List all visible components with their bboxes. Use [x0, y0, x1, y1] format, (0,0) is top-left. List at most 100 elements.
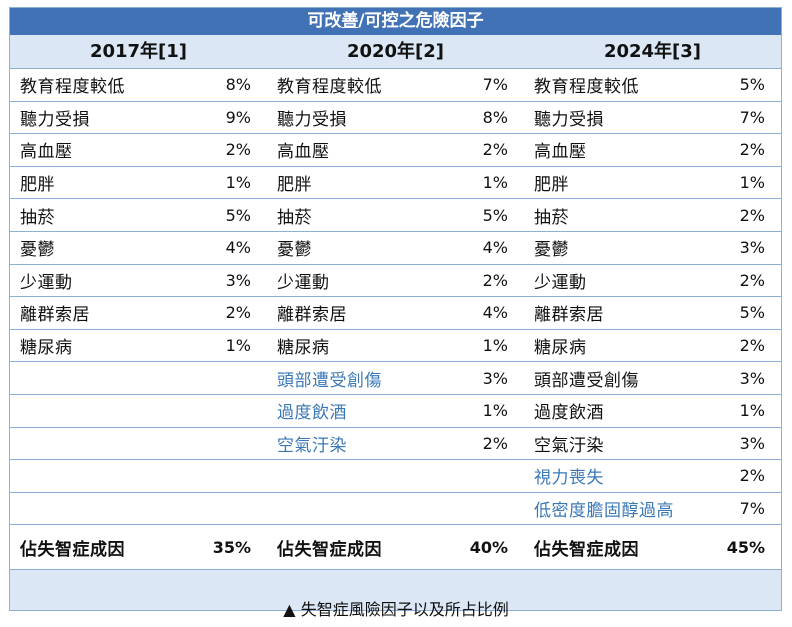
table-cell — [267, 460, 524, 492]
column-header-2017: 2017年[1] — [89, 41, 188, 62]
table-cell: 教育程度較低 7% — [267, 69, 524, 101]
factor-name: 高血壓 — [534, 142, 587, 163]
factor-percent: 1% — [225, 336, 251, 356]
table-cell: 憂鬱 4% — [267, 232, 524, 264]
table-cell: 憂鬱 4% — [10, 232, 267, 264]
title-text-c: /可控之危險因子 — [358, 11, 484, 31]
factor-percent: 5% — [739, 303, 765, 323]
factor-percent: 1% — [739, 173, 765, 193]
factor-name: 過度飲酒 — [277, 403, 347, 424]
factor-name: 糖尿病 — [277, 338, 330, 359]
factor-percent: 1% — [225, 173, 251, 193]
factor-name: 憂鬱 — [277, 240, 312, 261]
table-cell: 憂鬱 3% — [524, 232, 781, 264]
table-row: 肥胖 1% 肥胖 1% 肥胖 1% — [10, 167, 781, 200]
table-cell: 過度飲酒 1% — [267, 395, 524, 427]
table-row: 過度飲酒 1% 過度飲酒 1% — [10, 395, 781, 428]
table-cell: 高血壓 2% — [10, 134, 267, 166]
factor-percent: 2% — [482, 433, 508, 453]
factor-name: 少運動 — [277, 272, 330, 293]
table-cell: 高血壓 2% — [267, 134, 524, 166]
factor-name: 低密度膽固醇過高 — [534, 501, 674, 522]
factor-percent: 2% — [739, 205, 765, 225]
factor-name: 抽菸 — [20, 207, 55, 228]
table-cell — [10, 395, 267, 427]
total-value: 40% — [469, 537, 508, 557]
factor-percent: 1% — [739, 401, 765, 421]
table-cell: 少運動 2% — [267, 265, 524, 297]
total-cell-2017: 佔失智症成因 35% — [10, 525, 267, 569]
table-cell — [10, 460, 267, 492]
table-cell: 少運動 2% — [524, 265, 781, 297]
factor-name: 憂鬱 — [534, 240, 569, 261]
table-cell: 教育程度較低 5% — [524, 69, 781, 101]
table-cell: 離群索居 5% — [524, 297, 781, 329]
factor-percent: 8% — [482, 107, 508, 127]
factor-percent: 2% — [482, 140, 508, 160]
factor-percent: 5% — [225, 205, 251, 225]
factor-name: 過度飲酒 — [534, 403, 604, 424]
factor-percent: 7% — [739, 107, 765, 127]
table-cell: 肥胖 1% — [267, 167, 524, 199]
factor-percent: 7% — [739, 499, 765, 519]
factor-name: 憂鬱 — [20, 240, 55, 261]
figure-caption: ▲ 失智症風險因子以及所占比例 — [283, 600, 509, 619]
table-title: 可改善/可控之危險因子 — [10, 8, 781, 35]
factor-percent: 1% — [482, 336, 508, 356]
total-row: 佔失智症成因 35% 佔失智症成因 40% 佔失智症成因 45% — [10, 525, 781, 570]
table-row: 少運動 3% 少運動 2% 少運動 2% — [10, 265, 781, 298]
table-cell: 聽力受損 7% — [524, 102, 781, 134]
table-row: 視力喪失 2% — [10, 460, 781, 493]
column-header-row: 2017年[1] 2020年[2] 2024年[3] — [10, 35, 781, 69]
table-cell — [10, 493, 267, 525]
table-row: 糖尿病 1% 糖尿病 1% 糖尿病 2% — [10, 330, 781, 363]
factor-percent: 2% — [225, 303, 251, 323]
table-cell: 抽菸 5% — [267, 199, 524, 231]
table-cell: 視力喪失 2% — [524, 460, 781, 492]
total-cell-2020: 佔失智症成因 40% — [267, 525, 524, 569]
table-cell: 頭部遭受創傷 3% — [267, 362, 524, 394]
factor-name: 頭部遭受創傷 — [277, 370, 382, 391]
table-row: 抽菸 5% 抽菸 5% 抽菸 2% — [10, 199, 781, 232]
factor-percent: 4% — [225, 238, 251, 258]
factor-name: 空氣汙染 — [277, 435, 347, 456]
factor-name: 高血壓 — [277, 142, 330, 163]
factor-percent: 2% — [739, 270, 765, 290]
factor-name: 肥胖 — [277, 175, 312, 196]
factor-name: 肥胖 — [20, 175, 55, 196]
factor-percent: 2% — [739, 140, 765, 160]
factor-percent: 3% — [225, 270, 251, 290]
factor-name: 抽菸 — [534, 207, 569, 228]
factor-name: 聽力受損 — [534, 109, 604, 130]
table-row: 憂鬱 4% 憂鬱 4% 憂鬱 3% — [10, 232, 781, 265]
table-cell: 高血壓 2% — [524, 134, 781, 166]
table-cell: 離群索居 2% — [10, 297, 267, 329]
factor-percent: 4% — [482, 303, 508, 323]
table-cell: 糖尿病 1% — [10, 330, 267, 362]
table-cell: 頭部遭受創傷 3% — [524, 362, 781, 394]
factor-percent: 3% — [739, 238, 765, 258]
factor-name: 聽力受損 — [20, 109, 90, 130]
factor-name: 少運動 — [20, 272, 73, 293]
factor-name: 教育程度較低 — [534, 77, 639, 98]
factor-percent: 1% — [482, 173, 508, 193]
table-cell: 抽菸 2% — [524, 199, 781, 231]
factor-percent: 4% — [482, 238, 508, 258]
factor-name: 肥胖 — [534, 175, 569, 196]
factor-name: 高血壓 — [20, 142, 73, 163]
table-cell — [10, 428, 267, 460]
table-cell: 糖尿病 2% — [524, 330, 781, 362]
total-label: 佔失智症成因 — [277, 539, 382, 560]
table-cell: 聽力受損 9% — [10, 102, 267, 134]
table-row: 高血壓 2% 高血壓 2% 高血壓 2% — [10, 134, 781, 167]
total-label: 佔失智症成因 — [534, 539, 639, 560]
title-text-b: 善 — [341, 11, 359, 31]
table-cell: 空氣汙染 2% — [267, 428, 524, 460]
factor-percent: 2% — [225, 140, 251, 160]
column-header-2024: 2024年[3] — [603, 41, 702, 62]
factor-name: 頭部遭受創傷 — [534, 370, 639, 391]
table-row: 低密度膽固醇過高 7% — [10, 493, 781, 526]
factor-percent: 5% — [739, 75, 765, 95]
table-cell: 糖尿病 1% — [267, 330, 524, 362]
factor-percent: 3% — [739, 433, 765, 453]
